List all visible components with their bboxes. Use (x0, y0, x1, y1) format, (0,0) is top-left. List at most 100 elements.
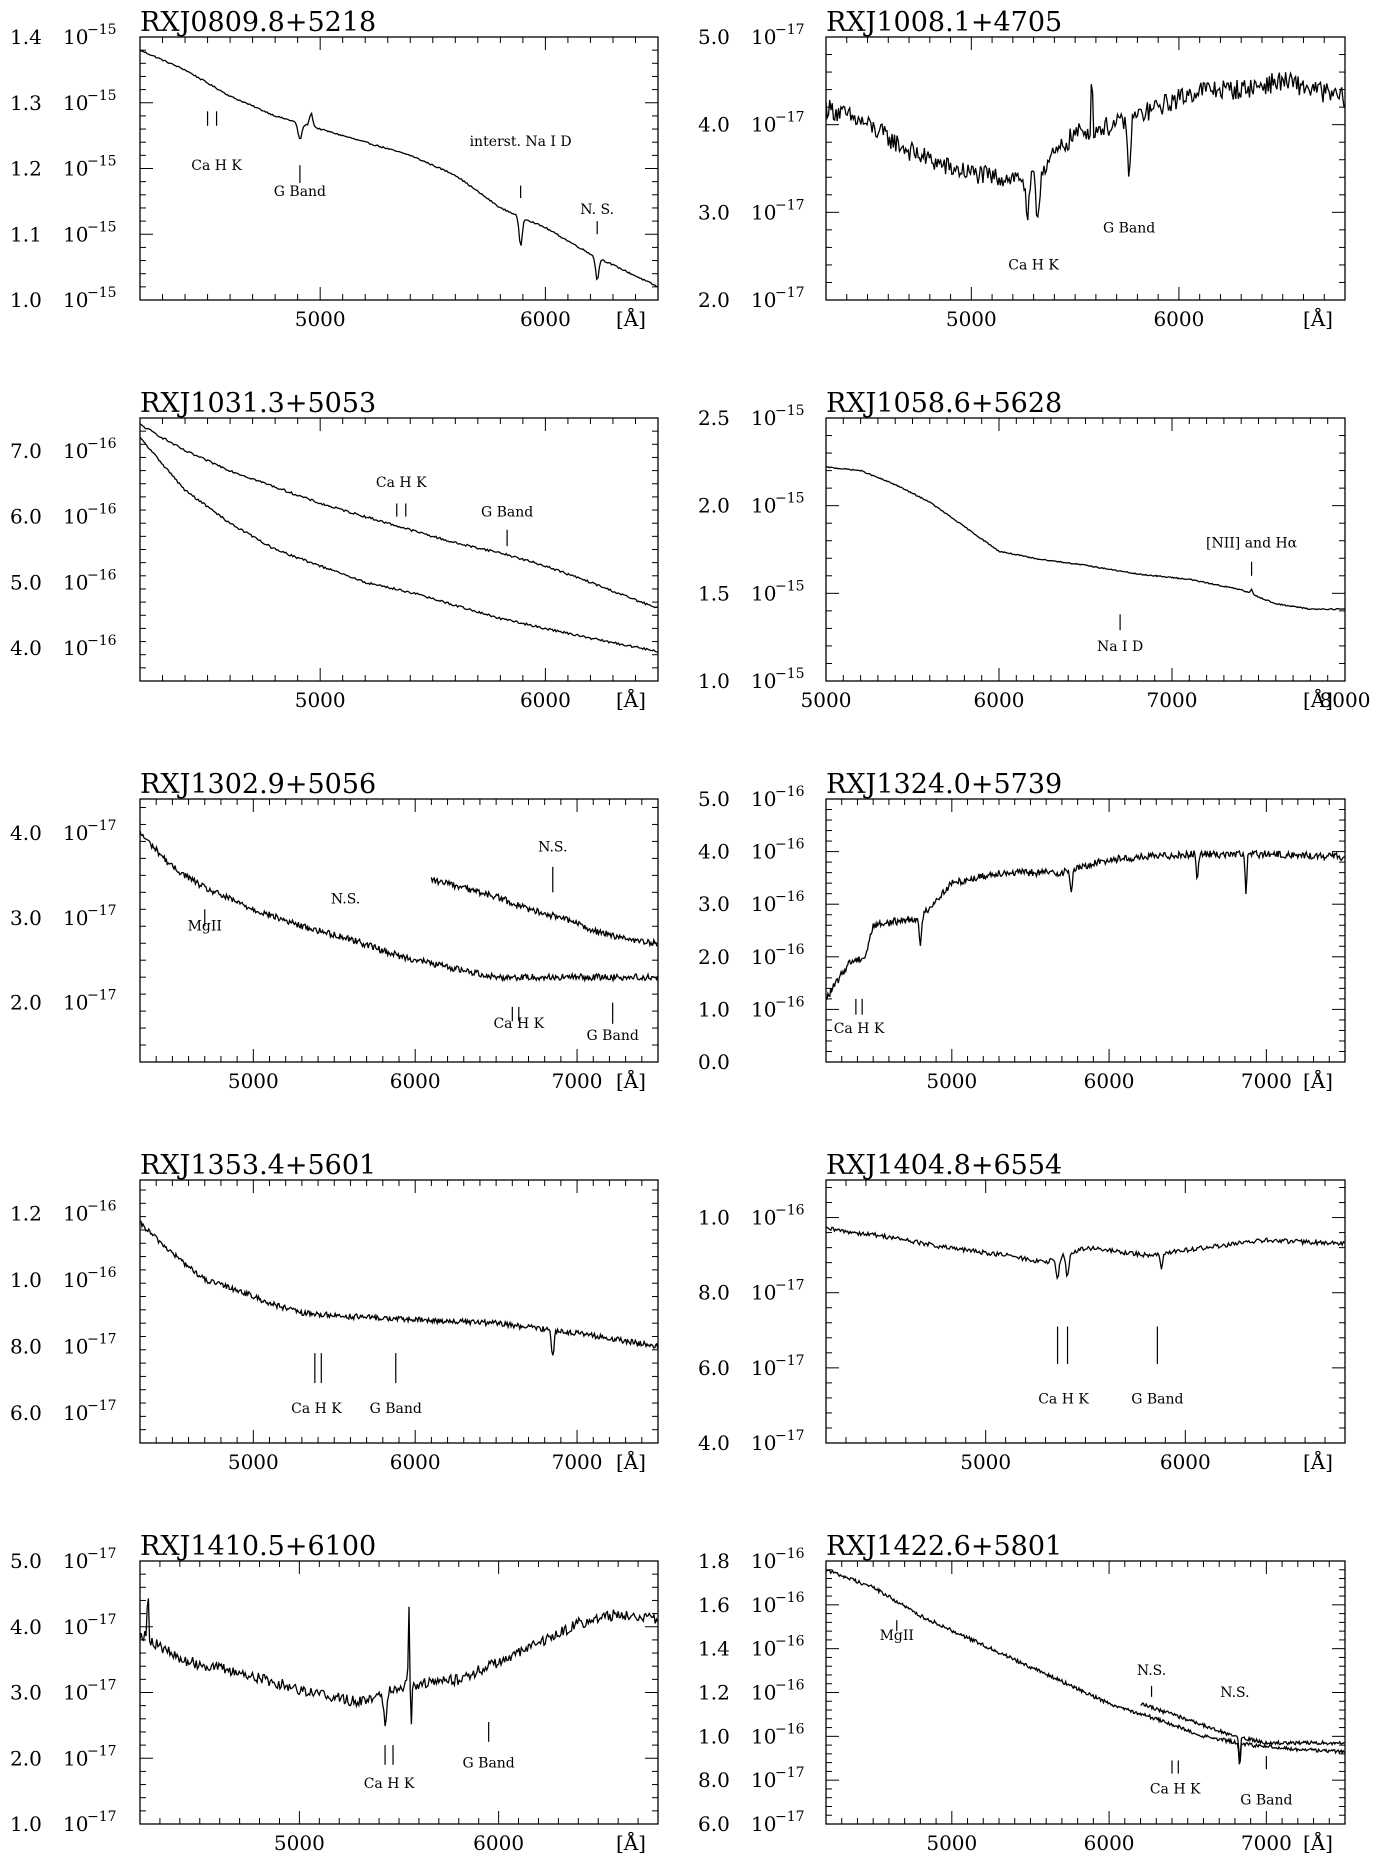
y-tick-exponent: −16 (775, 1203, 805, 1219)
spectrum-series-2 (140, 437, 658, 652)
y-tick-base: 10 (751, 200, 776, 224)
y-tick-mantissa: 4.0 (10, 636, 42, 660)
y-tick-mantissa: 1.0 (10, 1268, 42, 1292)
x-tick-label: 6000 (1153, 307, 1204, 331)
feature-label: Na I D (1097, 639, 1143, 655)
x-tick-label: 7000 (552, 1069, 603, 1093)
y-tick-mantissa: 2.0 (698, 494, 730, 518)
y-tick-mantissa: 1.5 (698, 581, 730, 605)
x-tick-label: 6000 (974, 688, 1025, 712)
x-tick-label: 6000 (390, 1069, 441, 1093)
y-tick-mantissa: 8.0 (698, 1281, 730, 1305)
y-tick-base: 10 (63, 25, 88, 49)
spectrum-series-1 (826, 72, 1344, 220)
x-unit-label: [Å] (616, 1830, 646, 1855)
y-tick-base: 10 (63, 1268, 88, 1292)
feature-label: G Band (587, 1028, 639, 1044)
y-tick-exponent: −16 (87, 633, 117, 649)
feature-label: Ca H K (364, 1776, 415, 1792)
x-unit-label: [Å] (1303, 1068, 1333, 1093)
panel-title: RXJ1410.5+6100 (140, 1531, 376, 1562)
spectrum-panel-2: RXJ1008.1+47055000 6000 [Å]5.0 10−174.0 10−1… (698, 7, 1345, 331)
spectrum-panel-6: RXJ1324.0+57395000 6000 7000 [Å]5.0 10−164.0… (698, 769, 1345, 1093)
feature-label: Ca H K (291, 1401, 342, 1417)
y-tick-mantissa: 1.1 (10, 222, 42, 246)
y-tick-mantissa: 4.0 (698, 1431, 730, 1455)
y-tick-exponent: −17 (87, 1398, 117, 1414)
y-tick-base: 10 (63, 1746, 88, 1770)
y-tick-base: 10 (751, 25, 776, 49)
y-tick-mantissa: 1.0 (698, 997, 730, 1021)
y-tick-base: 10 (63, 1401, 88, 1425)
y-tick-exponent: −17 (775, 197, 805, 213)
feature-label: interst. Na I D (470, 134, 572, 150)
x-unit-label: [Å] (616, 687, 646, 712)
y-tick-mantissa: 3.0 (10, 1681, 42, 1705)
y-tick-base: 10 (751, 1637, 776, 1661)
feature-label: G Band (274, 184, 326, 200)
panel-title: RXJ1353.4+5601 (140, 1150, 376, 1181)
y-tick-mantissa: 5.0 (698, 25, 730, 49)
y-tick-base: 10 (63, 821, 88, 845)
y-tick-exponent: −16 (775, 784, 805, 800)
x-tick-label: 5000 (946, 307, 997, 331)
x-tick-label: 5000 (295, 307, 346, 331)
y-tick-base: 10 (63, 288, 88, 312)
y-tick-mantissa: 5.0 (698, 787, 730, 811)
y-tick-mantissa: 4.0 (10, 1615, 42, 1639)
x-unit-label: [Å] (1303, 687, 1333, 712)
y-tick-mantissa: 1.2 (10, 157, 42, 181)
y-tick-exponent: −17 (87, 1743, 117, 1759)
x-tick-label: 5000 (228, 1450, 279, 1474)
x-tick-label: 6000 (1084, 1069, 1135, 1093)
x-tick-label: 5000 (960, 1450, 1011, 1474)
panel-title: RXJ1422.6+5801 (826, 1531, 1062, 1562)
y-tick-exponent: −17 (775, 1809, 805, 1825)
spectrum-series-1 (826, 851, 1345, 1000)
y-tick-exponent: −16 (775, 1590, 805, 1606)
y-tick-mantissa: 6.0 (698, 1812, 730, 1836)
y-tick-exponent: −16 (775, 994, 805, 1010)
y-tick-exponent: −16 (87, 1265, 117, 1281)
panel-title: RXJ0809.8+5218 (140, 7, 376, 38)
feature-label: Ca H K (493, 1016, 544, 1032)
y-tick-exponent: −17 (87, 1678, 117, 1694)
feature-label: MgII (188, 919, 222, 935)
x-unit-label: [Å] (1303, 1830, 1333, 1855)
y-tick-exponent: −16 (87, 502, 117, 518)
y-tick-mantissa: 2.0 (10, 991, 42, 1015)
spectrum-series-1 (140, 1221, 658, 1356)
y-tick-exponent: −15 (87, 219, 117, 235)
y-tick-exponent: −15 (775, 666, 805, 682)
y-tick-base: 10 (751, 787, 776, 811)
y-tick-base: 10 (751, 1206, 776, 1230)
y-tick-mantissa: 1.2 (698, 1681, 730, 1705)
panel-title: RXJ1302.9+5056 (140, 769, 376, 800)
x-unit-label: [Å] (616, 1068, 646, 1093)
y-tick-base: 10 (751, 1593, 776, 1617)
x-tick-label: 6000 (473, 1831, 524, 1855)
y-tick-base: 10 (751, 892, 776, 916)
x-tick-label: 6000 (390, 1450, 441, 1474)
y-tick-mantissa: 3.0 (10, 906, 42, 930)
y-tick-base: 10 (751, 1431, 776, 1455)
x-tick-label: 5000 (295, 688, 346, 712)
y-tick-exponent: −15 (87, 22, 117, 38)
x-tick-label: 5000 (274, 1831, 325, 1855)
y-tick-mantissa: 3.0 (698, 892, 730, 916)
y-tick-mantissa: 5.0 (10, 570, 42, 594)
y-tick-exponent: −17 (87, 818, 117, 834)
x-tick-label: 6000 (1084, 1831, 1135, 1855)
y-tick-exponent: −17 (775, 1765, 805, 1781)
panel-title: RXJ1031.3+5053 (140, 388, 376, 419)
y-tick-mantissa: 1.6 (698, 1593, 730, 1617)
x-tick-label: 6000 (1160, 1450, 1211, 1474)
y-tick-exponent: −16 (775, 942, 805, 958)
y-tick-exponent: −15 (775, 491, 805, 507)
y-tick-mantissa: 4.0 (698, 840, 730, 864)
y-tick-exponent: −16 (775, 889, 805, 905)
y-tick-base: 10 (751, 945, 776, 969)
